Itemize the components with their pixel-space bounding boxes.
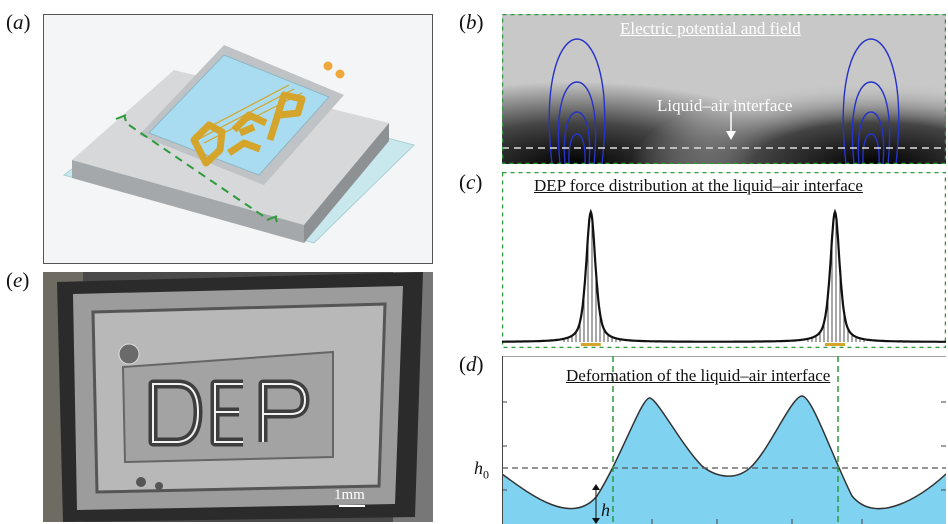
panel-d-title: Deformation of the liquid–air interface [566,366,831,385]
panel-b-label: (b) [459,10,484,34]
dep-electrode-letters [190,91,306,167]
panel-d-label: (d) [459,352,484,376]
panel-a-label: (a) [6,10,31,34]
h-label: h [601,500,610,520]
electrode-marker [580,343,601,346]
dep-letter-highlights [152,383,307,443]
panel-b-title: Electric potential and field [620,19,801,38]
interface-curve [502,395,946,510]
electrode-marker [825,343,845,346]
liquid-region [502,396,946,524]
panel-e-photograph: 1mm [43,272,433,522]
panel-d-deformation-plot: Deformation of the liquid–air interface … [502,356,946,524]
panel-c-label: (c) [459,170,483,194]
panel-c-title: DEP force distribution at the liquid–air… [534,176,863,195]
panel-e-label: (e) [6,268,30,292]
dep-force-curve [502,208,946,343]
panel-b-field-plot: Electric potential and field Liquid–air … [502,14,946,164]
panel-a-device-image [43,14,433,264]
scale-bar-label: 1mm [334,487,365,503]
panel-c-force-plot: DEP force distribution at the liquid–air… [502,172,946,348]
liquid-air-interface-annotation: Liquid–air interface [657,96,793,115]
h0-label: h0 [474,458,489,482]
